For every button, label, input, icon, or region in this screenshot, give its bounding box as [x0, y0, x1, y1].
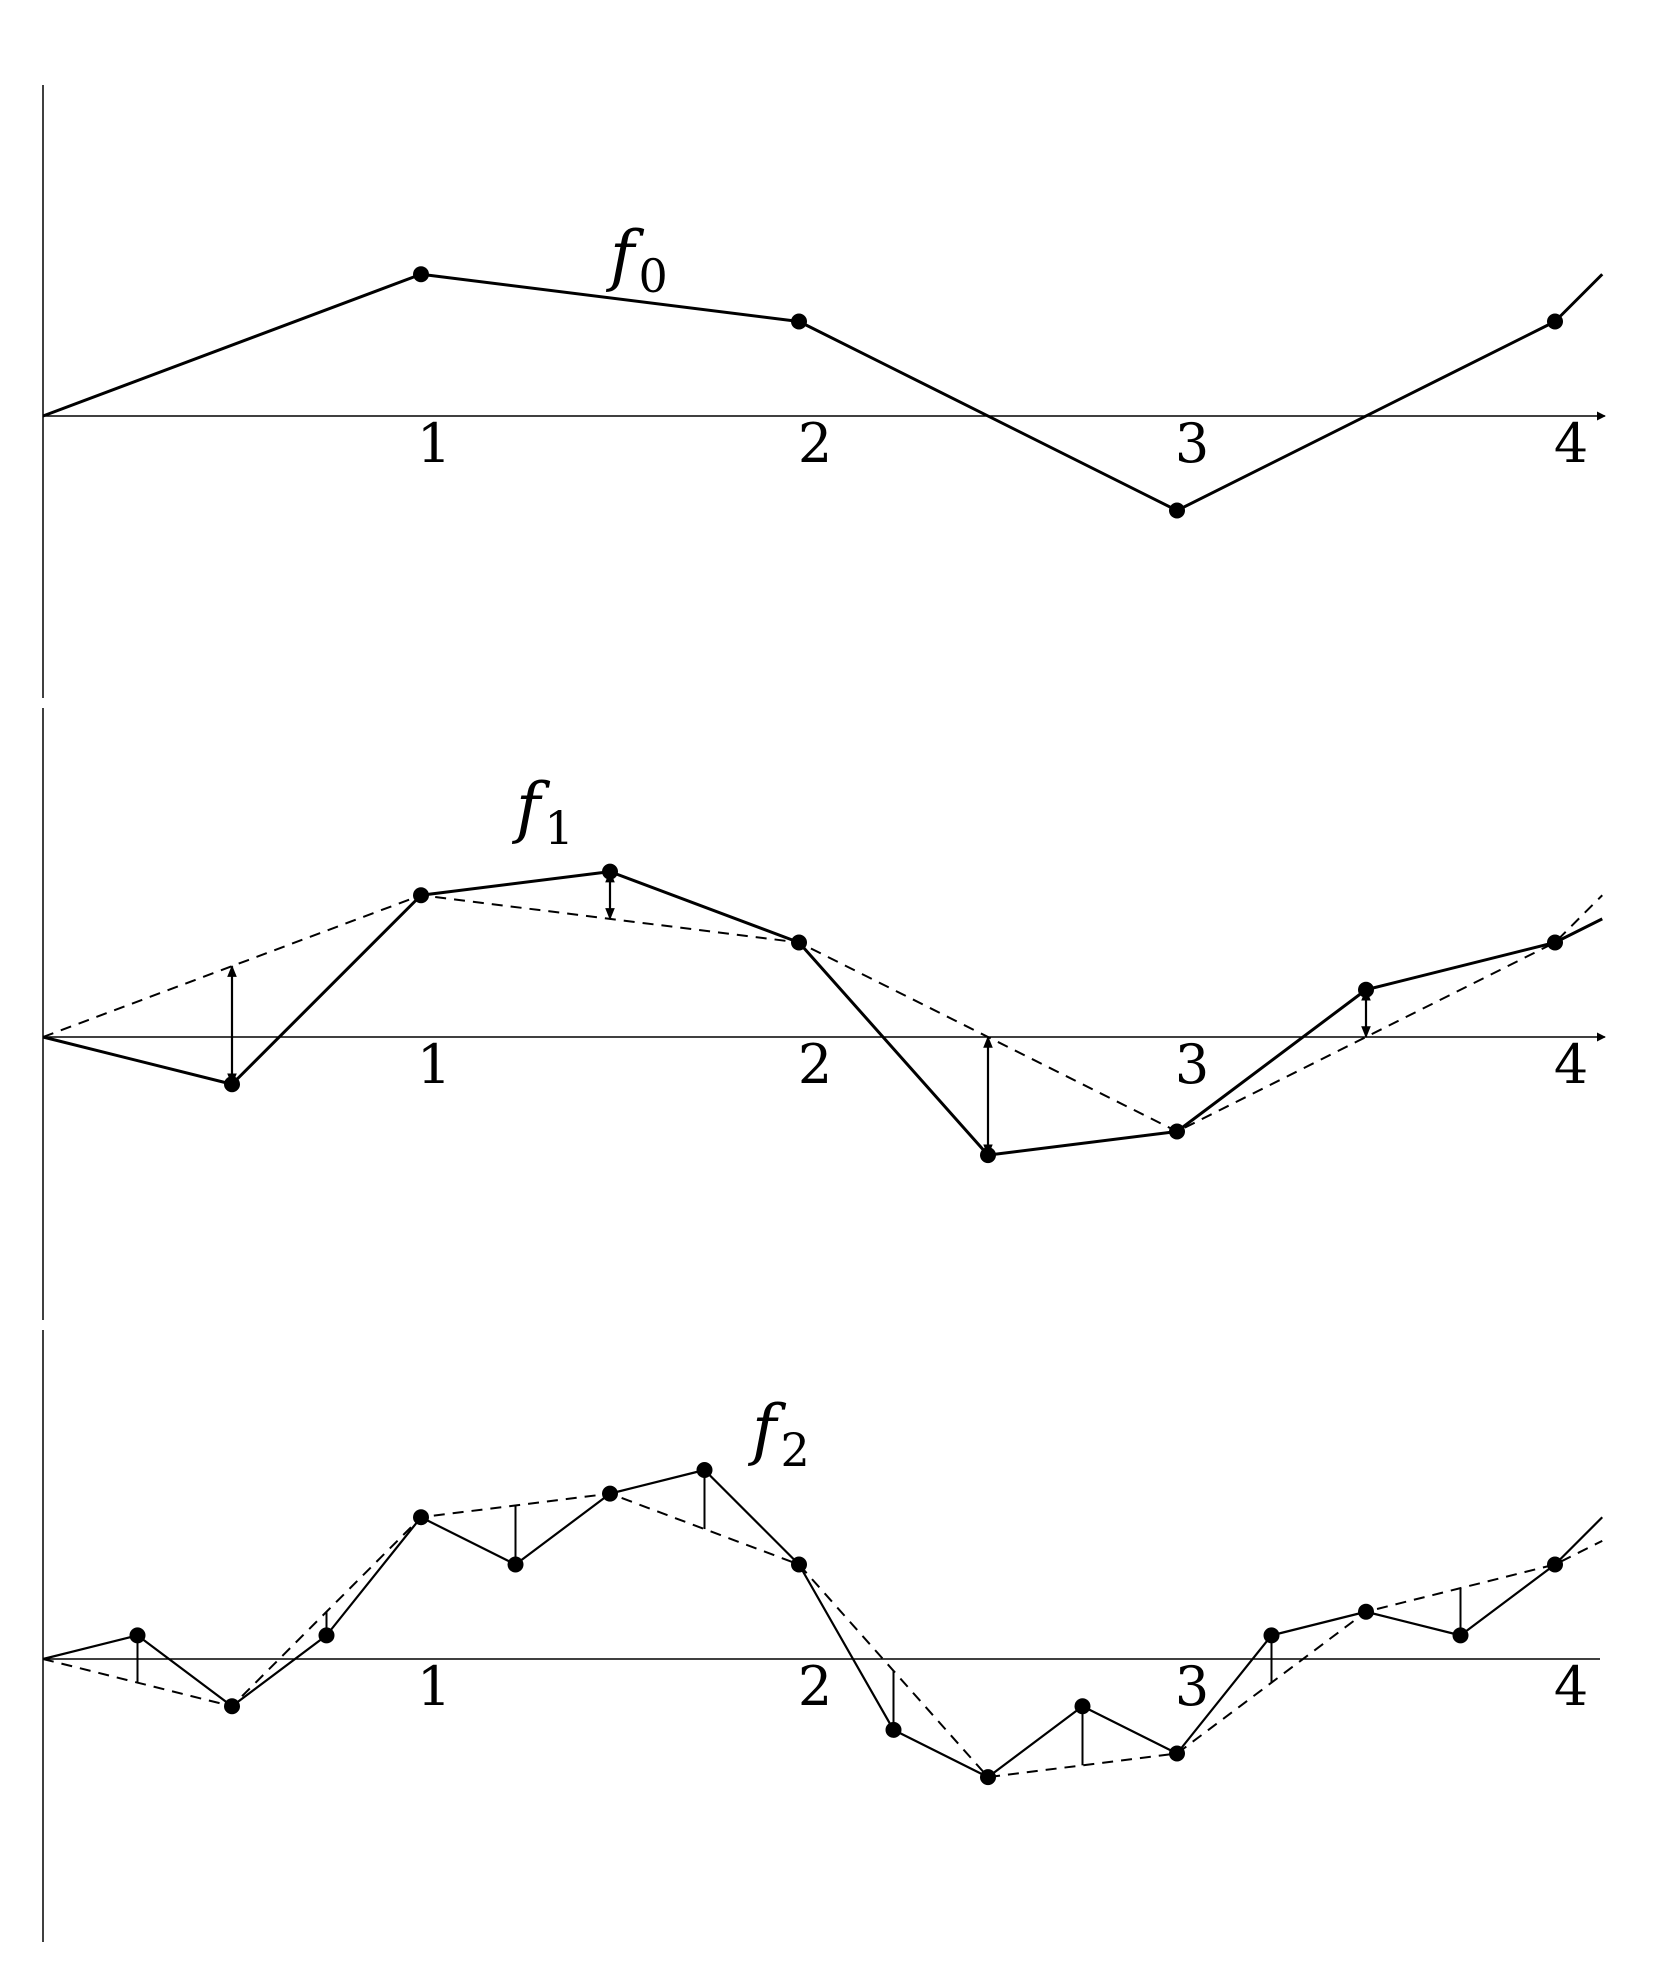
tick-label-4: 4	[1554, 1033, 1588, 1096]
vertex-dot	[1547, 934, 1563, 951]
vertex-dot	[129, 1627, 146, 1644]
vertex-dot	[885, 1721, 902, 1738]
previous-approximation	[42, 1492, 1603, 1779]
tick-label-1: 1	[417, 412, 451, 475]
vertex-dot	[1169, 1745, 1185, 1762]
tick-label-3: 3	[1175, 412, 1209, 475]
vertex-dot	[1358, 981, 1374, 998]
vertex-dot	[1358, 1603, 1374, 1620]
function-polyline	[42, 870, 1603, 1157]
vertex-dot	[507, 1556, 524, 1573]
function-label-f1: f1	[511, 769, 574, 855]
function-curve	[42, 870, 1603, 1157]
function-subscript: 1	[544, 801, 573, 855]
difference-marks	[136, 1470, 1462, 1766]
vertex-dot	[413, 1509, 429, 1526]
panel-f2: 1 2 3 4 f2	[42, 1330, 1604, 1942]
function-polyline	[42, 272, 1604, 512]
function-curve	[42, 1468, 1604, 1779]
vertex-dot	[1452, 1627, 1469, 1644]
vertex-dot	[224, 1076, 240, 1093]
vertex-dots	[224, 863, 1563, 1164]
function-polyline	[42, 1468, 1604, 1779]
vertex-dot	[413, 266, 429, 283]
vertex-dot	[1169, 502, 1185, 519]
previous-approximation-line	[42, 894, 1603, 1133]
vertex-dot	[413, 887, 429, 904]
vertex-dot	[980, 1147, 996, 1164]
function-subscript: 2	[780, 1423, 809, 1477]
tick-label-1: 1	[417, 1655, 451, 1718]
function-curve	[42, 272, 1604, 512]
tick-label-2: 2	[798, 1655, 832, 1718]
tick-label-4: 4	[1554, 1655, 1588, 1718]
tick-label-1: 1	[417, 1033, 451, 1096]
tick-label-2: 2	[798, 1033, 832, 1096]
vertex-dot	[1547, 1556, 1563, 1573]
vertex-dot	[791, 313, 807, 330]
vertex-dot	[602, 863, 618, 880]
vertex-dot	[791, 934, 807, 951]
function-label-f2: f2	[747, 1391, 810, 1477]
vertex-dot	[224, 1698, 240, 1715]
vertex-dot	[1169, 1123, 1185, 1140]
vertex-dot	[318, 1627, 335, 1644]
tick-label-3: 3	[1175, 1033, 1209, 1096]
previous-approximation-line	[42, 1492, 1603, 1779]
tick-label-2: 2	[798, 412, 832, 475]
vertex-dots	[413, 266, 1563, 519]
previous-approximation	[42, 894, 1603, 1133]
function-subscript: 0	[638, 249, 667, 303]
vertex-dot	[1074, 1698, 1091, 1715]
panel-f0: 1 2 3 4 f0	[42, 85, 1606, 698]
function-label-f0: f0	[605, 217, 668, 303]
tick-label-4: 4	[1554, 412, 1588, 475]
vertex-dot	[1263, 1627, 1280, 1644]
vertex-dot	[696, 1462, 713, 1478]
vertex-dot	[602, 1485, 618, 1502]
tick-label-3: 3	[1175, 1655, 1209, 1718]
vertex-dot	[980, 1769, 996, 1786]
panel-f1: 1 2 3 4 f1	[42, 708, 1606, 1320]
vertex-dot	[1547, 313, 1563, 330]
vertex-dot	[791, 1556, 807, 1573]
vertex-dots	[129, 1462, 1563, 1786]
